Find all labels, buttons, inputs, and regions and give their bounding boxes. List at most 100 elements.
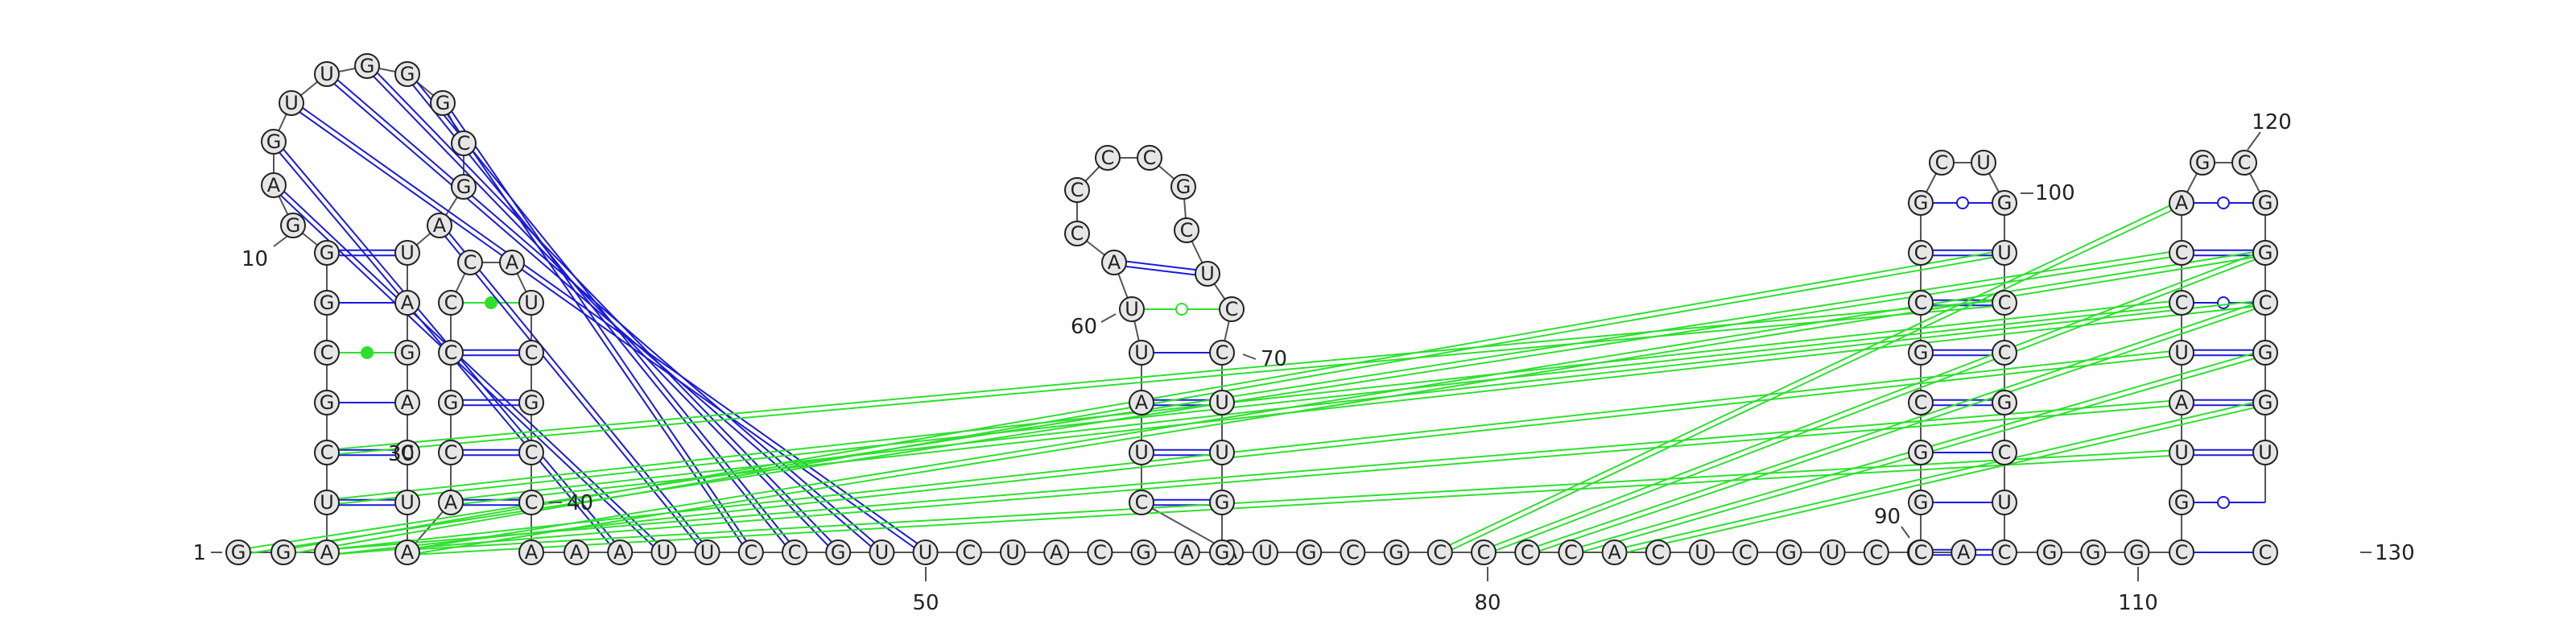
nucleotide-circle — [1514, 539, 1541, 565]
nucleotide-circle — [1908, 190, 1934, 216]
base-pair-line — [451, 304, 2266, 506]
nucleotide-circle — [314, 390, 340, 415]
nucleotide-letter: C — [1998, 441, 2012, 464]
base-pair-line — [436, 226, 706, 555]
nucleotide: A — [394, 290, 420, 316]
base-pair-line — [450, 299, 2265, 501]
nucleotide-letter: C — [2175, 541, 2189, 564]
nucleotide-circle — [2231, 150, 2257, 176]
nucleotide-circle — [394, 440, 420, 465]
nucleotide-letter: U — [1258, 541, 1273, 564]
base-pair-line — [326, 349, 2182, 551]
nucleotide-circle — [2169, 390, 2194, 415]
nucleotide: C — [2169, 539, 2194, 565]
nucleotide: U — [1129, 440, 1154, 465]
nucleotide-circle — [451, 130, 477, 156]
base-pair-line — [327, 404, 2182, 556]
nucleotide-circle — [518, 440, 544, 465]
nucleotide: U — [1992, 240, 2017, 266]
nucleotide: C — [1992, 539, 2017, 565]
nucleotide-circle — [1064, 221, 1090, 246]
nucleotide-letter: G — [1913, 491, 1929, 514]
nucleotide-letter: U — [1215, 391, 1229, 414]
base-pair-line — [289, 104, 925, 556]
nucleotide-letter: U — [1976, 151, 1991, 174]
nucleotide: C — [438, 340, 464, 366]
nucleotide-letter: A — [320, 541, 334, 564]
nucleotide: C — [1087, 539, 1113, 565]
nucleotide: C — [1908, 290, 1934, 316]
svg-text:1: 1 — [192, 541, 206, 565]
nucleotide-circle — [1992, 290, 2017, 316]
base-pair-line — [1440, 204, 2183, 556]
position-label-40: 40 — [549, 491, 593, 515]
nucleotide: U — [1971, 150, 1996, 176]
base-pair-line — [326, 399, 2182, 551]
nucleotide-circle — [869, 539, 895, 565]
nucleotide: C — [1992, 440, 2017, 465]
nucleotide-circle — [518, 539, 544, 565]
nucleotide-circle — [499, 250, 525, 275]
base-pair-line — [327, 354, 2182, 556]
nucleotide-circle — [1209, 539, 1235, 565]
nucleotide-letter: U — [1695, 541, 1709, 564]
nucleotide-letter: C — [1071, 222, 1084, 245]
nucleotide: U — [1209, 440, 1235, 465]
nucleotide-circle — [1119, 296, 1145, 322]
nucleotide-circle — [1908, 490, 1934, 515]
nucleotide-letter: G — [1913, 192, 1929, 214]
nucleotide-letter: G — [444, 391, 459, 414]
nucleotide-letter: C — [1935, 151, 1949, 174]
nucleotide-circle — [518, 290, 544, 316]
base-pair-line — [1482, 250, 2265, 551]
nucleotide: C — [518, 490, 544, 515]
nucleotide: G — [1130, 539, 1157, 565]
nucleotide: G — [518, 390, 544, 415]
nucleotide-letter: G — [1215, 541, 1230, 564]
nucleotide-circle — [394, 240, 420, 266]
nucleotide-letter: C — [1739, 541, 1752, 564]
nucleotide: C — [1908, 390, 1934, 415]
nucleotide-circle — [1137, 145, 1162, 171]
nucleotide-circle — [518, 390, 544, 415]
nucleotide-circle — [1992, 490, 2017, 515]
nucleotide: G — [2252, 390, 2278, 415]
position-label-80: 80 — [1474, 567, 1501, 615]
nucleotide-letter: C — [2259, 291, 2273, 314]
nucleotide: G — [430, 90, 456, 116]
nucleotide: C — [1426, 539, 1453, 565]
nucleotide: A — [499, 250, 525, 275]
nucleotide-circle — [438, 340, 464, 366]
nucleotide-letter: G — [1913, 441, 1929, 464]
nucleotide-circle — [1130, 539, 1157, 565]
nucleotide-letter: C — [1071, 179, 1084, 201]
nucleotide-letter: G — [2195, 151, 2211, 174]
nucleotide-letter: C — [1914, 391, 1928, 414]
nucleotide-letter: C — [2238, 151, 2252, 174]
nucleotide-circle — [1601, 539, 1628, 565]
nucleotide: A — [1174, 539, 1200, 565]
base-pair-line — [407, 448, 2182, 551]
position-label-130: 130 — [2360, 541, 2415, 565]
pair-marker — [485, 296, 497, 309]
nucleotide-circle — [1908, 539, 1934, 565]
svg-text:50: 50 — [912, 591, 939, 615]
nucleotide-circle — [650, 539, 677, 565]
base-pair-line — [324, 75, 881, 556]
nucleotide-letter: C — [2175, 242, 2189, 264]
nucleotide-circle — [1908, 440, 1934, 465]
base-pair-line — [326, 299, 2004, 451]
nucleotide-letter: G — [456, 176, 472, 198]
nucleotide-circle — [1819, 539, 1846, 565]
nucleotide-circle — [2169, 190, 2194, 216]
pair-marker — [2217, 196, 2230, 209]
number-label-layer: 1 10 30 40 50 60 70 — [192, 110, 2414, 615]
nucleotide-letter: G — [2042, 541, 2058, 564]
nucleotide-letter: C — [1564, 541, 1578, 564]
nucleotide-letter: A — [1181, 541, 1195, 564]
nucleotide-letter: G — [360, 55, 375, 77]
nucleotide: G — [354, 53, 380, 79]
